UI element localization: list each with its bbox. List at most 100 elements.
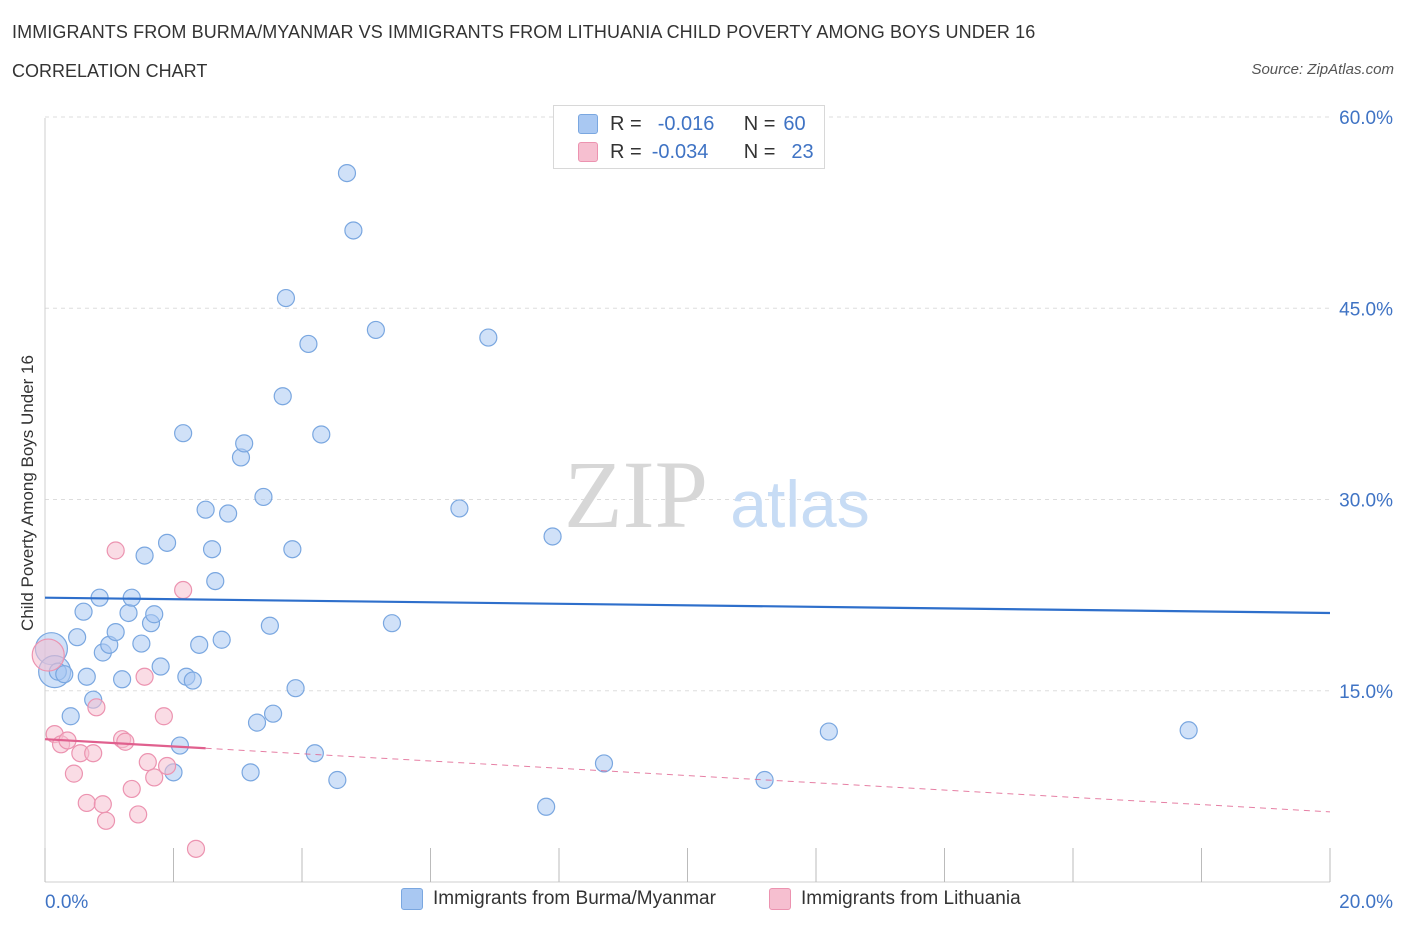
data-point (87, 698, 106, 717)
data-point (254, 487, 273, 507)
series-1-points (31, 541, 206, 858)
data-point (190, 635, 209, 654)
legend-swatch-burma (578, 114, 598, 134)
chart-subtitle: CORRELATION CHART (12, 61, 208, 81)
series-swatch-lithuania (769, 888, 791, 910)
data-point (129, 805, 148, 824)
data-point (61, 707, 80, 726)
axes (44, 118, 1331, 883)
y-tick-label: 45.0% (1339, 299, 1393, 320)
data-point (154, 707, 173, 726)
legend-row-lithuania: R = -0.034 N = 23 (578, 140, 814, 164)
data-point (241, 763, 260, 782)
data-point (212, 630, 231, 649)
data-point (31, 638, 65, 672)
legend-r-value: -0.034 (651, 140, 709, 163)
data-point (132, 634, 151, 653)
data-point (145, 605, 164, 624)
data-point (594, 754, 614, 773)
series-0-points (34, 164, 1198, 816)
y-tick-label: 60.0% (1339, 108, 1393, 129)
legend-swatch-lithuania (578, 142, 598, 162)
trend-line-burma (44, 596, 1331, 615)
data-point (74, 602, 93, 621)
data-point (276, 288, 296, 308)
data-point (135, 667, 154, 686)
data-point (450, 499, 469, 518)
data-point (68, 628, 87, 647)
legend-r-label: R = (610, 140, 642, 163)
data-point (93, 795, 112, 814)
legend-r-value: -0.016 (657, 112, 715, 135)
data-point (116, 732, 135, 751)
chart-title: IMMIGRANTS FROM BURMA/MYANMAR VS IMMIGRA… (12, 22, 1036, 42)
data-point (174, 580, 193, 600)
stats-legend: R = -0.016 N = 60 R = -0.034 N = 23 (553, 105, 825, 169)
data-point (260, 616, 279, 635)
series-label-burma: Immigrants from Burma/Myanmar (433, 888, 716, 909)
data-point (112, 670, 132, 689)
data-point (55, 665, 74, 684)
data-points (31, 164, 1198, 858)
data-point (337, 164, 357, 183)
data-point (183, 671, 202, 690)
data-point (819, 722, 838, 741)
data-point (119, 603, 138, 623)
data-point (235, 434, 254, 453)
data-point (77, 667, 96, 686)
data-point (366, 320, 385, 340)
source-label: Source: ZipAtlas.com (1251, 61, 1394, 78)
data-point (1179, 721, 1198, 740)
data-point (196, 500, 215, 519)
tick-labels: 15.0% 30.0% 45.0% 60.0% 0.0% 20.0% (45, 108, 1393, 913)
data-point (138, 753, 157, 772)
data-point (286, 679, 305, 698)
data-point (122, 779, 141, 799)
data-point (263, 704, 283, 723)
legend-n-value: 60 (783, 112, 806, 135)
data-point (312, 425, 331, 444)
data-point (537, 797, 556, 816)
trend-line-lithuania (44, 738, 206, 750)
data-point (157, 533, 177, 552)
legend-n-label: N = (743, 112, 776, 135)
data-point (543, 527, 562, 546)
data-point (135, 546, 154, 565)
series-label-lithuania: Immigrants from Lithuania (801, 888, 1021, 909)
data-point (174, 424, 193, 443)
x-tick-label: 0.0% (45, 892, 88, 913)
data-point (77, 793, 96, 813)
data-point (299, 334, 318, 354)
data-point (186, 839, 206, 858)
data-point (64, 764, 84, 783)
legend-row-burma: R = -0.016 N = 60 (578, 112, 806, 136)
legend-r-label: R = (610, 112, 642, 135)
watermark-zip: ZIP (564, 441, 708, 548)
data-point (479, 328, 498, 347)
data-point (145, 768, 164, 787)
watermark-atlas: atlas (730, 467, 869, 541)
data-point (106, 541, 125, 560)
y-axis-label: Child Poverty Among Boys Under 16 (18, 355, 37, 631)
data-point (328, 770, 347, 790)
y-tick-label: 30.0% (1339, 491, 1393, 512)
watermark: ZIP atlas (564, 441, 870, 548)
series-legend-lithuania: Immigrants from Lithuania (769, 888, 1021, 910)
data-point (273, 387, 292, 406)
data-point (202, 540, 222, 559)
data-point (157, 756, 177, 776)
data-point (106, 622, 125, 642)
data-point (305, 744, 324, 763)
data-point (755, 770, 774, 790)
series-swatch-burma (401, 888, 423, 910)
trend-lines (44, 596, 1331, 813)
legend-n-value: 23 (791, 140, 814, 163)
data-point (96, 811, 116, 830)
data-point (283, 540, 302, 559)
data-point (84, 744, 103, 763)
data-point (206, 571, 225, 591)
legend-n-label: N = (743, 140, 776, 163)
data-point (219, 504, 238, 523)
data-point (344, 221, 363, 240)
